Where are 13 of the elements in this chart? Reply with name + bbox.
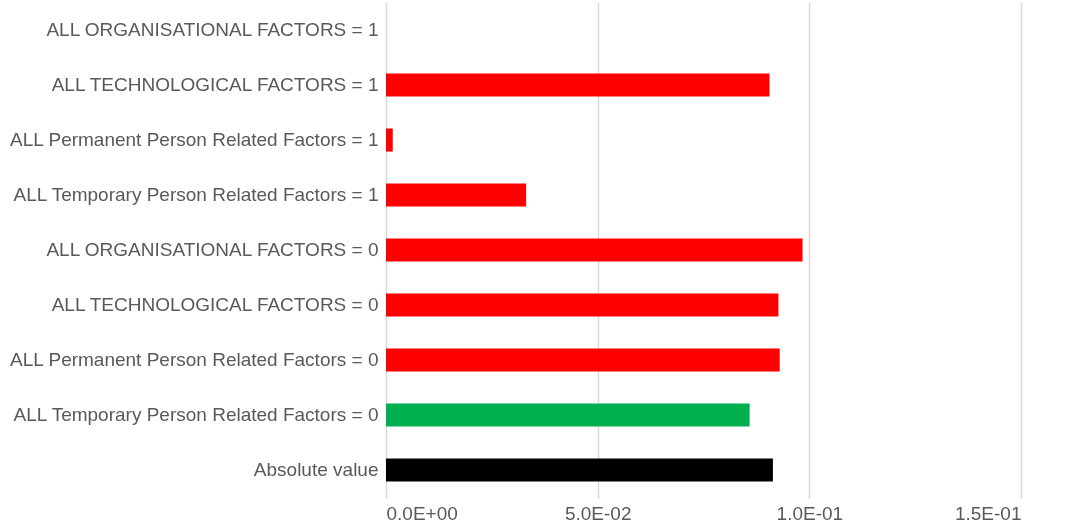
y-tick-label: ALL Permanent Person Related Factors = 1 [10, 129, 379, 151]
x-tick-label: 1.5E-01 [954, 502, 1022, 524]
y-tick-label: ALL TECHNOLOGICAL FACTORS = 0 [51, 293, 379, 315]
y-tick-label: ALL Temporary Person Related Factors = 0 [13, 403, 379, 425]
y-tick-label: ALL Temporary Person Related Factors = 1 [13, 184, 379, 206]
y-tick-label: Absolute value [253, 458, 379, 480]
y-tick-label: ALL Permanent Person Related Factors = 0 [10, 348, 379, 370]
x-tick-label: 1.0E-01 [776, 502, 844, 524]
x-tick-label: 5.0E-02 [564, 502, 632, 524]
y-tick-label: ALL TECHNOLOGICAL FACTORS = 1 [51, 74, 379, 96]
x-tick-label: 0.0E+00 [386, 502, 458, 524]
y-tick-label: ALL ORGANISATIONAL FACTORS = 0 [46, 239, 379, 260]
y-tick-label: ALL ORGANISATIONAL FACTORS = 1 [46, 19, 379, 41]
